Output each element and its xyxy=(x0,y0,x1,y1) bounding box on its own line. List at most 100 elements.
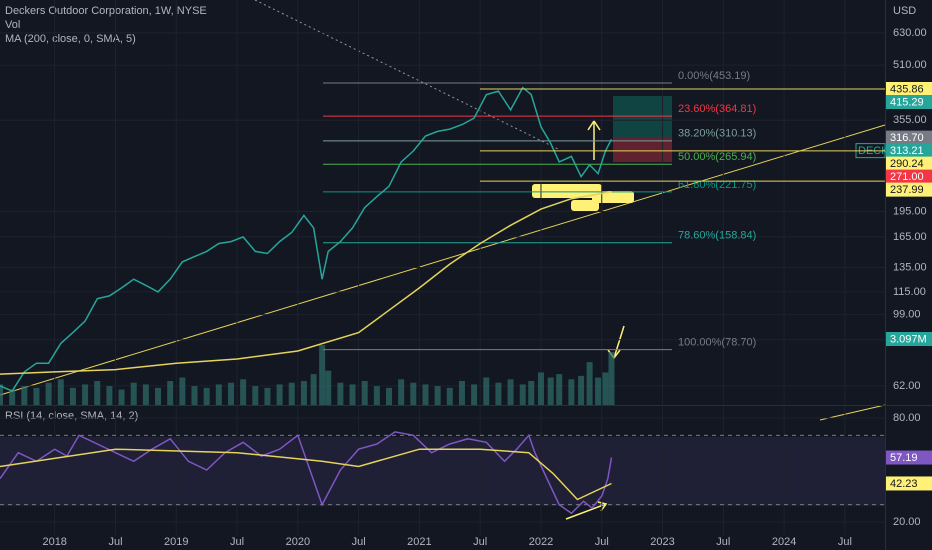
volume-bar xyxy=(422,384,429,405)
volume-bar xyxy=(586,362,593,405)
volume-bar xyxy=(386,387,393,405)
volume-bar xyxy=(215,384,222,405)
series-line xyxy=(0,431,613,515)
volume-bar xyxy=(398,379,405,405)
price-badge xyxy=(886,130,932,145)
annotation-box xyxy=(571,200,599,211)
volume-bar xyxy=(568,379,575,405)
volume-bar xyxy=(240,379,247,405)
volume-bar xyxy=(9,389,16,405)
volume-bar xyxy=(578,375,585,405)
price-badge xyxy=(886,81,932,96)
currency-label: USD xyxy=(893,5,916,17)
x-tick-label: 2023 xyxy=(650,536,674,548)
annotation-box xyxy=(592,191,634,203)
volume-bar xyxy=(21,386,28,405)
price-badge-label: 3.097M xyxy=(890,333,927,345)
volume-bar xyxy=(0,384,3,405)
volume-bar xyxy=(483,377,490,405)
volume-bar xyxy=(349,384,356,405)
price-badge-label: 42.23 xyxy=(890,478,918,490)
volume-bar xyxy=(69,387,76,405)
volume-bar xyxy=(118,389,125,405)
volume-bar xyxy=(167,381,174,405)
x-tick-label: Jul xyxy=(473,536,487,548)
volume-bar xyxy=(325,370,332,405)
x-tick-label: 2018 xyxy=(42,536,66,548)
price-badge-label: 237.99 xyxy=(890,184,924,196)
volume-bar xyxy=(595,377,602,405)
volume-bar xyxy=(179,377,186,405)
indicator-label: Vol xyxy=(5,19,20,31)
series-line xyxy=(0,86,613,392)
price-badge-label: 316.70 xyxy=(890,132,924,144)
x-tick-label: 2019 xyxy=(164,536,188,548)
volume-bar xyxy=(434,386,441,405)
volume-bar xyxy=(57,379,64,405)
x-tick-label: Jul xyxy=(230,536,244,548)
volume-bar xyxy=(319,345,326,405)
series-line xyxy=(0,190,612,375)
x-tick-label: 2020 xyxy=(286,536,310,548)
y-tick-label: 99.00 xyxy=(893,309,921,321)
volume-bar xyxy=(82,384,89,405)
x-tick-label: Jul xyxy=(108,536,122,548)
x-tick-label: Jul xyxy=(352,536,366,548)
y-tick-label: 20.00 xyxy=(893,516,921,528)
volume-bar xyxy=(602,372,609,405)
y-tick-label: 80.00 xyxy=(893,412,921,424)
volume-bar xyxy=(528,381,535,405)
volume-bar xyxy=(310,374,317,405)
chart-title: Deckers Outdoor Corporation, 1W, NYSE xyxy=(5,5,207,17)
indicator-label: RSI (14, close, SMA, 14, 2) xyxy=(5,410,138,422)
fib-label: 78.60%(158.84) xyxy=(678,230,756,242)
x-tick-label: Jul xyxy=(716,536,730,548)
volume-bar xyxy=(608,351,615,405)
price-badge-label: 313.21 xyxy=(890,145,924,157)
volume-bar xyxy=(155,387,162,405)
volume-bar xyxy=(276,384,283,405)
y-tick-label: 115.00 xyxy=(893,286,926,298)
volume-bar xyxy=(94,381,101,405)
volume-bar xyxy=(495,382,502,405)
price-badge-label: 415.29 xyxy=(890,96,924,108)
indicator-label: MA (200, close, 0, SMA, 5) xyxy=(5,33,136,45)
y-tick-label: 630.00 xyxy=(893,27,927,39)
volume-bar xyxy=(537,372,544,405)
price-badge-label: 57.19 xyxy=(890,452,918,464)
price-badge xyxy=(886,182,932,197)
x-tick-label: 2022 xyxy=(529,536,553,548)
fib-label: 50.00%(265.94) xyxy=(678,151,756,163)
volume-bar xyxy=(410,382,417,405)
volume-bar xyxy=(252,386,259,405)
price-badge xyxy=(886,143,932,158)
price-badge-label: 290.24 xyxy=(890,158,924,170)
volume-bar xyxy=(471,384,478,405)
volume-bar xyxy=(191,386,198,405)
volume-bar xyxy=(373,386,380,405)
trendline xyxy=(0,124,886,396)
price-badge xyxy=(886,169,932,184)
price-badge xyxy=(886,94,932,109)
volume-bar xyxy=(458,381,465,405)
volume-bar xyxy=(300,381,307,405)
x-tick-label: 2024 xyxy=(772,536,796,548)
x-tick-label: 2021 xyxy=(407,536,431,548)
x-tick-label: Jul xyxy=(838,536,852,548)
volume-bar xyxy=(264,387,271,405)
volume-bar xyxy=(337,382,344,405)
price-badge-label: 435.86 xyxy=(890,83,924,95)
volume-bar xyxy=(203,387,210,405)
price-badge xyxy=(886,332,932,346)
arrow-head xyxy=(587,119,601,131)
y-tick-label: 510.00 xyxy=(893,59,927,71)
volume-bar xyxy=(227,382,234,405)
volume-bar xyxy=(547,377,554,405)
volume-bar xyxy=(33,387,40,405)
fib-label: 61.80%(221.75) xyxy=(678,179,756,191)
y-tick-label: 135.00 xyxy=(893,261,927,273)
y-tick-label: 195.00 xyxy=(893,205,927,217)
volume-bar xyxy=(130,382,137,405)
